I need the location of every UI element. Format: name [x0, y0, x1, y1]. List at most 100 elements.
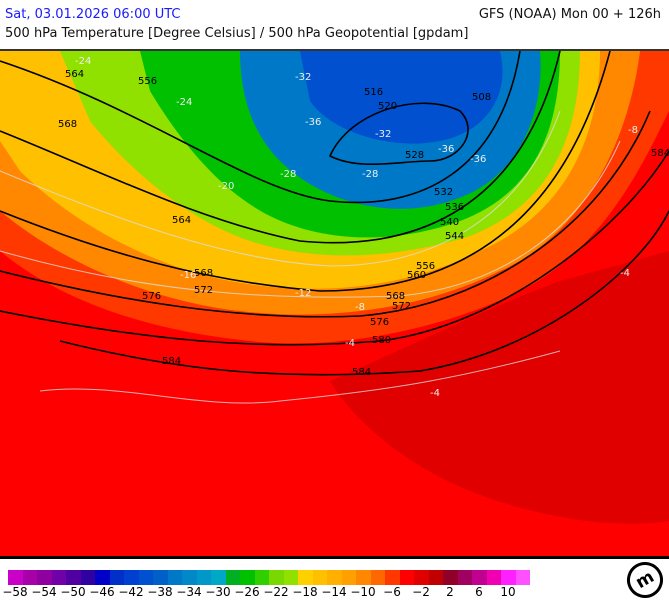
svg-text:-36: -36	[305, 117, 321, 128]
legend-swatch	[443, 570, 458, 585]
temperature-contours	[0, 110, 621, 404]
svg-text:-24: -24	[176, 97, 192, 108]
legend-swatch	[37, 570, 52, 585]
legend-tick-label: −14	[321, 585, 347, 599]
legend-tick-label: −34	[176, 585, 202, 599]
legend-tick-label: −38	[147, 585, 173, 599]
svg-text:-36: -36	[470, 154, 486, 165]
model-run: GFS (NOAA) Mon 00 + 126h	[478, 7, 661, 22]
svg-text:584: 584	[162, 356, 181, 367]
geopotential-labels: 564 556 568 516 520 508 528 532 536 540 …	[58, 69, 669, 378]
legend-swatch	[414, 570, 429, 585]
svg-text:-32: -32	[295, 72, 311, 83]
legend-swatch	[153, 570, 168, 585]
legend-swatch	[138, 570, 153, 585]
legend-tick-label: 6	[475, 585, 483, 599]
legend-swatch	[254, 570, 269, 585]
parameter-title: 500 hPa Temperature [Degree Celsius] / 5…	[5, 26, 469, 41]
svg-text:576: 576	[142, 291, 161, 302]
legend-swatch	[327, 570, 342, 585]
legend-swatch	[167, 570, 182, 585]
legend-tick-label: −26	[234, 585, 260, 599]
legend-tick-label: −10	[350, 585, 376, 599]
svg-text:564: 564	[65, 69, 84, 80]
legend-tick-label: 10	[500, 585, 516, 599]
svg-text:544: 544	[445, 231, 464, 242]
legend-swatch	[515, 570, 530, 585]
svg-text:528: 528	[405, 150, 424, 161]
svg-text:-4: -4	[430, 388, 440, 399]
legend-tick-label: −30	[205, 585, 231, 599]
legend-swatch	[298, 570, 313, 585]
svg-text:572: 572	[194, 285, 213, 296]
legend-tick-label: −58	[2, 585, 28, 599]
legend-swatch	[399, 570, 414, 585]
svg-text:-16: -16	[180, 270, 196, 281]
svg-text:540: 540	[440, 217, 459, 228]
legend-swatch	[472, 570, 487, 585]
color-legend	[8, 570, 530, 585]
legend-swatch	[312, 570, 327, 585]
legend-swatch	[22, 570, 37, 585]
legend-tick-label: −2	[412, 585, 430, 599]
svg-text:572: 572	[392, 301, 411, 312]
legend-swatch	[66, 570, 81, 585]
legend-tick-label: −42	[118, 585, 144, 599]
legend-ticks: −58 −54 −50 −46 −42 −38 −34 −30 −26 −22 −18 −14 −10−…	[0, 585, 560, 601]
valid-time: Sat, 03.01.2026 06:00 UTC	[5, 7, 181, 22]
legend-swatch	[356, 570, 371, 585]
legend-swatch	[109, 570, 124, 585]
band-dark-blue	[300, 51, 503, 144]
legend-tick-label: −54	[31, 585, 57, 599]
legend-tick-label: −50	[60, 585, 86, 599]
legend-swatch	[486, 570, 501, 585]
svg-text:564: 564	[172, 215, 191, 226]
legend-swatch	[269, 570, 284, 585]
svg-text:-4: -4	[620, 268, 630, 279]
svg-text:-20: -20	[218, 181, 234, 192]
legend-swatch	[240, 570, 255, 585]
svg-text:-32: -32	[375, 129, 391, 140]
legend-swatch	[182, 570, 197, 585]
weather-map[interactable]: 564 556 568 516 520 508 528 532 536 540 …	[0, 49, 669, 559]
svg-text:584: 584	[651, 148, 669, 159]
geopotential-contours	[0, 51, 669, 376]
svg-text:556: 556	[416, 261, 435, 272]
band-dark-red	[330, 251, 669, 524]
svg-text:568: 568	[58, 119, 77, 130]
svg-text:556: 556	[138, 76, 157, 87]
svg-text:516: 516	[364, 87, 383, 98]
legend-swatch	[196, 570, 211, 585]
svg-text:-4: -4	[345, 338, 355, 349]
svg-text:568: 568	[386, 291, 405, 302]
legend-swatch	[341, 570, 356, 585]
legend-swatch	[501, 570, 516, 585]
legend-swatch	[370, 570, 385, 585]
legend-swatch	[124, 570, 139, 585]
legend-tick-label: −46	[89, 585, 115, 599]
svg-text:580: 580	[372, 335, 391, 346]
legend-tick-label: −6	[383, 585, 401, 599]
svg-text:560: 560	[407, 270, 426, 281]
svg-text:-24: -24	[75, 56, 91, 67]
legend-tick-label: −22	[263, 585, 289, 599]
svg-text:584: 584	[352, 367, 371, 378]
legend-swatch	[385, 570, 400, 585]
svg-text:568: 568	[194, 268, 213, 279]
legend-swatch	[51, 570, 66, 585]
svg-text:-28: -28	[280, 169, 296, 180]
legend-swatch	[211, 570, 226, 585]
svg-text:576: 576	[370, 317, 389, 328]
legend-tick-label: −18	[292, 585, 318, 599]
legend-swatch	[95, 570, 110, 585]
temperature-labels: -24 -24 -32 -36 -32 -36 -36 -28 -28 -20 …	[75, 56, 638, 399]
legend-swatch	[457, 570, 472, 585]
legend-tick-label: 2	[446, 585, 454, 599]
svg-text:508: 508	[472, 92, 491, 103]
svg-text:-28: -28	[362, 169, 378, 180]
svg-text:532: 532	[434, 187, 453, 198]
svg-text:520: 520	[378, 101, 397, 112]
svg-text:-36: -36	[438, 144, 454, 155]
legend-swatch	[428, 570, 443, 585]
svg-text:-12: -12	[295, 288, 311, 299]
